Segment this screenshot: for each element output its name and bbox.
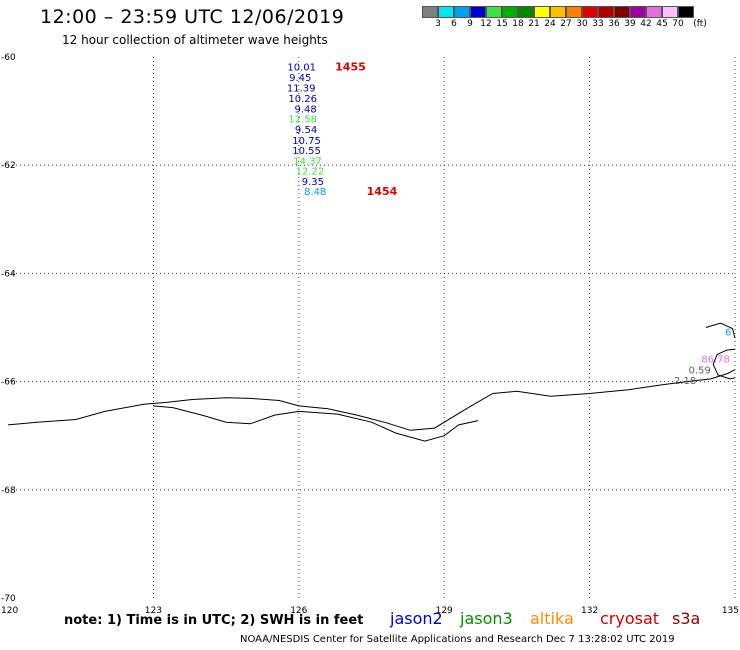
legend-tick-label: 15	[496, 19, 508, 29]
legend-swatch	[662, 6, 678, 18]
legend-tick-label: 3	[435, 19, 441, 29]
legend-tick-label: 21	[528, 19, 540, 29]
legend-swatch	[454, 6, 470, 18]
legend-swatch	[598, 6, 614, 18]
legend-swatch	[614, 6, 630, 18]
satellite-name-cryosat: cryosat	[600, 609, 660, 628]
legend-tick-label: 39	[624, 19, 636, 29]
legend-swatch	[582, 6, 598, 18]
legend-tick-label: 30	[576, 19, 588, 29]
legend-tick-label: 9	[467, 19, 473, 29]
lon-tick-label: 126	[290, 606, 307, 616]
observation-layer: 10.019.4511.3910.269.4812.589.5410.7510.…	[287, 61, 731, 387]
footer-note: note: 1) Time is in UTC; 2) SWH is in fe…	[64, 613, 364, 628]
legend-tick-label: 18	[512, 19, 524, 29]
wave-height-value: 2.18	[674, 376, 696, 387]
wave-height-value: 9.45	[289, 73, 311, 84]
wave-height-value: 11.39	[287, 83, 316, 94]
coastline	[7, 369, 736, 431]
page-title: 12:00 – 23:59 UTC 12/06/2019	[40, 6, 345, 28]
wave-height-value: 12.22	[296, 167, 325, 178]
ice-shelf-outline	[153, 405, 479, 442]
legend-unit-label: (ft)	[693, 19, 707, 29]
legend-tick-label: 33	[592, 19, 604, 29]
lon-tick-label: 120	[1, 606, 18, 616]
legend-swatch	[518, 6, 534, 18]
lon-tick-label: 129	[436, 606, 453, 616]
coast-outline-upper	[705, 322, 736, 339]
page-subtitle: 12 hour collection of altimeter wave hei…	[62, 33, 328, 47]
wave-height-value: 0.59	[688, 366, 710, 377]
legend-swatch	[678, 6, 694, 18]
legend-tick-label: 70	[672, 19, 684, 29]
wave-height-value: 10.75	[292, 136, 321, 147]
wave-height-value: 9.54	[295, 125, 317, 136]
wave-height-value: 10.01	[287, 63, 316, 74]
wave-height-value: 9.48	[294, 104, 316, 115]
footer-credit: NOAA/NESDIS Center for Satellite Applica…	[240, 634, 675, 645]
wave-height-value: 8.48	[304, 187, 326, 198]
wave-height-value: 6	[725, 327, 731, 338]
lon-tick-label: 135	[722, 606, 739, 616]
wave-height-value: 9.35	[302, 177, 324, 188]
coastline-layer	[7, 322, 736, 442]
lat-tick-label: -70	[1, 594, 16, 604]
wave-height-value: 10.55	[292, 146, 321, 157]
satellite-name-altika: altika	[530, 609, 574, 628]
map-grid	[8, 57, 736, 598]
satellite-name-s3a: s3a	[672, 609, 701, 628]
satellite-name-jason2: jason2	[390, 609, 443, 628]
legend-swatch	[486, 6, 502, 18]
wave-height-value: 10.26	[288, 94, 317, 105]
lat-tick-label: -60	[1, 53, 16, 63]
legend-swatch	[566, 6, 582, 18]
legend-swatch	[470, 6, 486, 18]
legend-tick-label: 42	[640, 19, 652, 29]
legend-swatch	[438, 6, 454, 18]
satellite-name-jason3: jason3	[460, 609, 513, 628]
legend-swatch	[550, 6, 566, 18]
legend-color-bar	[422, 6, 740, 18]
lat-tick-label: -62	[1, 161, 16, 171]
lon-tick-label: 123	[145, 606, 162, 616]
pass-time-label: 1455	[335, 61, 366, 74]
lat-tick-label: -66	[1, 378, 16, 388]
legend-tick-label: 24	[544, 19, 556, 29]
map-axes: -60 -62 -64 -66 -68 -70 120 123 126 129 132 135	[1, 53, 739, 616]
pass-time-label: 1454	[367, 185, 398, 198]
wave-height-value: 14.37	[293, 156, 322, 167]
coast-outline-lower	[712, 348, 736, 380]
legend-labels: 3 6 9 12 15 18 21 24 27 30 33 36 39 42 45 70 (ft)	[422, 18, 740, 30]
legend-swatch	[646, 6, 662, 18]
legend-tick-label: 12	[480, 19, 492, 29]
legend-swatch	[422, 6, 438, 18]
legend-swatch	[534, 6, 550, 18]
lon-tick-label: 132	[581, 606, 598, 616]
lat-tick-label: -64	[1, 269, 16, 279]
wave-height-value: 86.78	[701, 354, 730, 365]
wave-height-value: 12.58	[288, 115, 317, 126]
wave-height-legend: 3 6 9 12 15 18 21 24 27 30 33 36 39 42 45 70 (ft)	[422, 6, 740, 30]
legend-swatch	[502, 6, 518, 18]
legend-tick-label: 45	[656, 19, 668, 29]
legend-swatch	[630, 6, 646, 18]
legend-tick-label: 27	[560, 19, 572, 29]
legend-tick-label: 36	[608, 19, 620, 29]
legend-tick-label: 6	[451, 19, 457, 29]
lat-tick-label: -68	[1, 486, 16, 496]
